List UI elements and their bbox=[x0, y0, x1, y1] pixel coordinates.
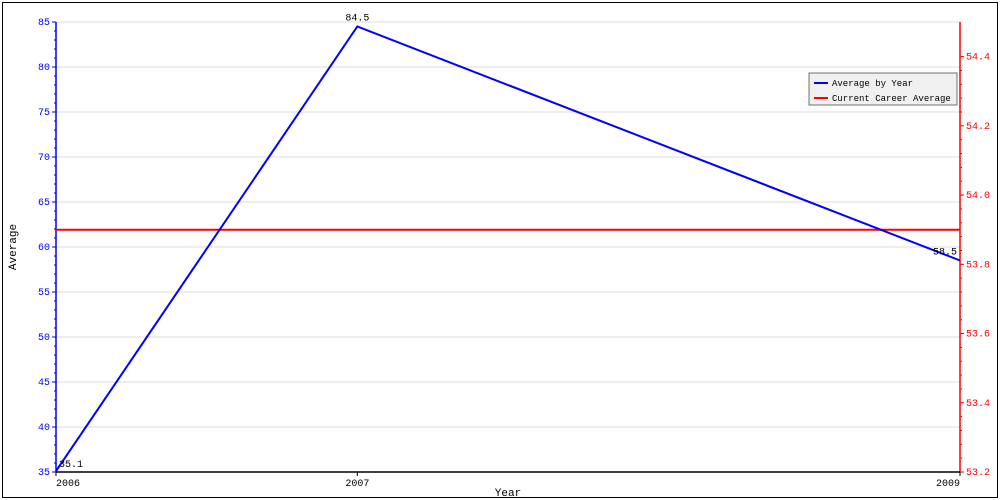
y-left-tick-label: 85 bbox=[38, 18, 50, 29]
x-tick-label: 2006 bbox=[56, 479, 80, 490]
x-tick-label: 2007 bbox=[345, 479, 369, 490]
y-right-tick-label: 53.4 bbox=[966, 399, 990, 410]
y-left-tick-label: 65 bbox=[38, 198, 50, 209]
y-right-tick-label: 53.8 bbox=[966, 260, 990, 271]
y-left-tick-label: 35 bbox=[38, 468, 50, 479]
y-left-tick-label: 50 bbox=[38, 333, 50, 344]
y-left-tick-label: 40 bbox=[38, 423, 50, 434]
y-right-tick-label: 53.2 bbox=[966, 468, 990, 479]
x-axis-label: Year bbox=[495, 488, 521, 500]
y-left-tick-label: 55 bbox=[38, 288, 50, 299]
y-left-tick-label: 75 bbox=[38, 108, 50, 119]
y-left-tick-label: 80 bbox=[38, 63, 50, 74]
y-right-tick-label: 53.6 bbox=[966, 330, 990, 341]
legend-label: Average by Year bbox=[832, 79, 913, 89]
data-point-label: 84.5 bbox=[345, 14, 369, 25]
y-right-tick-label: 54.4 bbox=[966, 53, 990, 64]
x-tick-label: 2009 bbox=[936, 479, 960, 490]
legend-label: Current Career Average bbox=[832, 94, 951, 104]
data-point-label: 58.5 bbox=[933, 248, 957, 259]
y-left-tick-label: 70 bbox=[38, 153, 50, 164]
y-left-tick-label: 60 bbox=[38, 243, 50, 254]
y-axis-label: Average bbox=[8, 224, 20, 270]
data-point-label: 35.1 bbox=[59, 460, 83, 471]
y-left-tick-label: 45 bbox=[38, 378, 50, 389]
chart-container: 35 40 45 50 55 60 65 70 75 80 85 53.2 53.4 53.6 53.8 54… bbox=[0, 0, 1000, 500]
line-chart: 35 40 45 50 55 60 65 70 75 80 85 53.2 53.4 53.6 53.8 54… bbox=[0, 0, 1000, 500]
y-right-tick-label: 54.0 bbox=[966, 191, 990, 202]
y-right-tick-label: 54.2 bbox=[966, 122, 990, 133]
